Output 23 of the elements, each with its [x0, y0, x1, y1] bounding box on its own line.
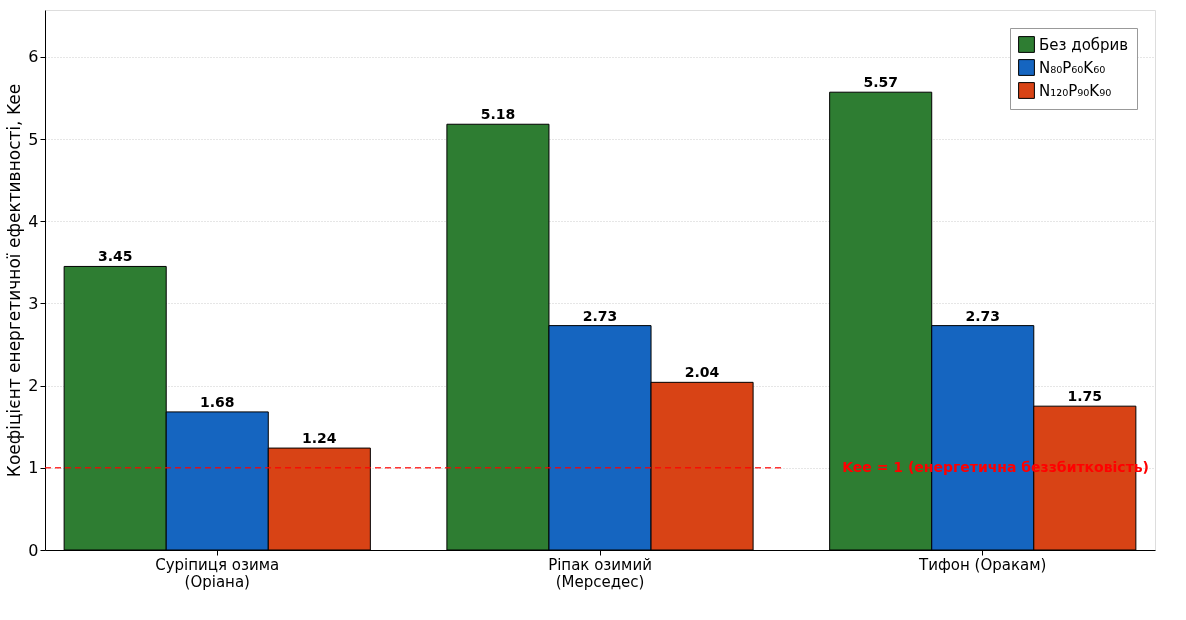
- x-tick-label: Ріпак озимий (Мерседес): [548, 555, 652, 591]
- y-tick-label: 2: [28, 376, 39, 396]
- legend-label: N₁₂₀P₉₀K₉₀: [1039, 81, 1112, 100]
- data-label: 1.24: [302, 430, 337, 447]
- data-label: 5.18: [480, 106, 516, 123]
- data-label: 5.57: [863, 74, 898, 91]
- y-tick-label: 6: [28, 47, 39, 67]
- y-tick-label: 1: [28, 458, 39, 478]
- legend-label: N₈₀P₆₀K₆₀: [1039, 58, 1106, 77]
- x-tick-label: Суріпиця озима (Оріана): [155, 555, 280, 591]
- data-label: 1.68: [199, 393, 235, 410]
- y-axis-title: Коефіцієнт енергетичної ефективності, Kee: [4, 83, 25, 478]
- y-tick-label: 3: [28, 293, 39, 313]
- data-label: 1.75: [1067, 388, 1103, 405]
- data-label: 2.73: [582, 307, 618, 324]
- x-tick-label: Тифон (Оракам): [918, 555, 1047, 574]
- data-label: 3.45: [97, 248, 133, 265]
- data-label: 2.73: [965, 307, 1001, 324]
- y-tick-label: 4: [28, 211, 39, 231]
- legend-label: Без добрив: [1039, 35, 1129, 54]
- y-tick-label: 5: [28, 129, 39, 149]
- data-label: 2.04: [684, 364, 720, 381]
- y-tick-label: 0: [28, 540, 39, 560]
